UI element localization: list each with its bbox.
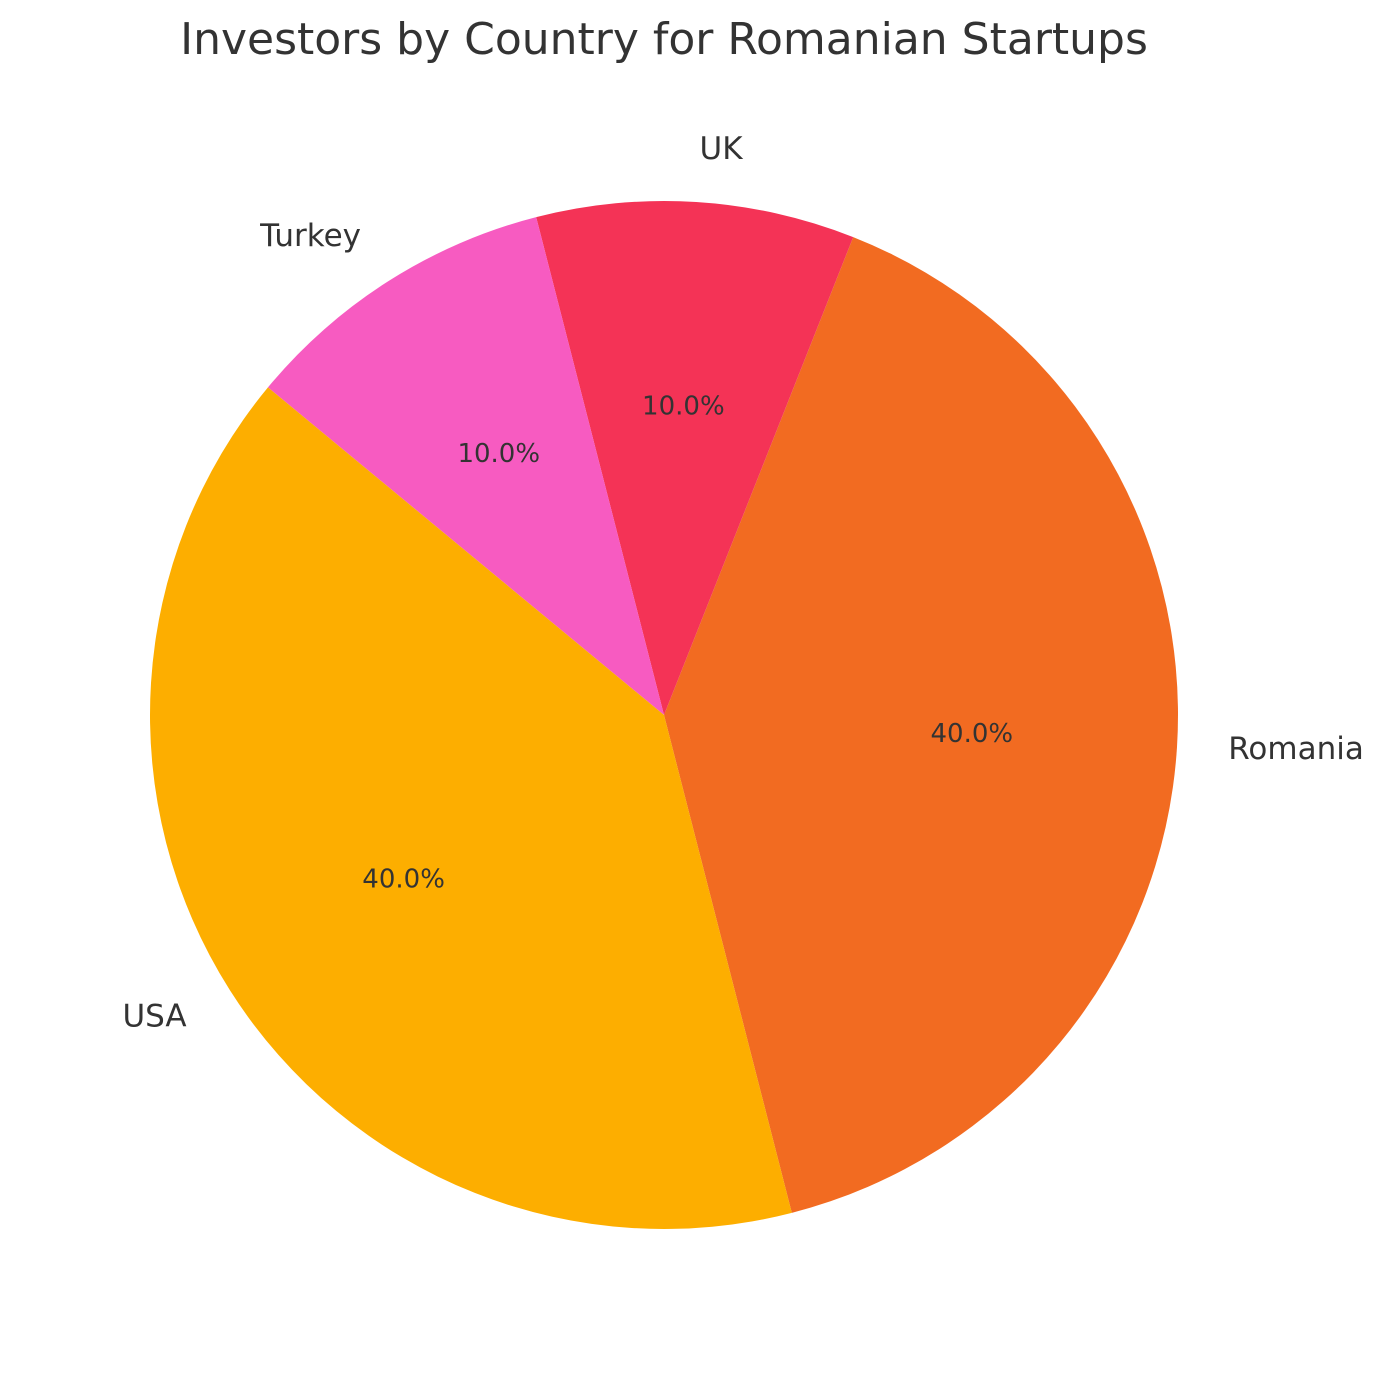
pie-slice: [536, 201, 854, 716]
slice-category-label: UK: [700, 131, 744, 167]
pie-slice: [267, 217, 664, 715]
pie-slice: [664, 237, 1178, 1213]
pie-slice: [150, 387, 792, 1229]
chart-title: Investors by Country for Romanian Startu…: [180, 14, 1148, 65]
slice-category-label: Romania: [1228, 731, 1364, 767]
slice-category-label: USA: [122, 998, 186, 1034]
slice-value-label: 40.0%: [930, 719, 1013, 749]
slice-category-label: Turkey: [259, 218, 361, 254]
slice-value-label: 40.0%: [362, 865, 445, 895]
slice-value-label: 10.0%: [457, 439, 540, 469]
slice-value-label: 10.0%: [642, 392, 725, 422]
